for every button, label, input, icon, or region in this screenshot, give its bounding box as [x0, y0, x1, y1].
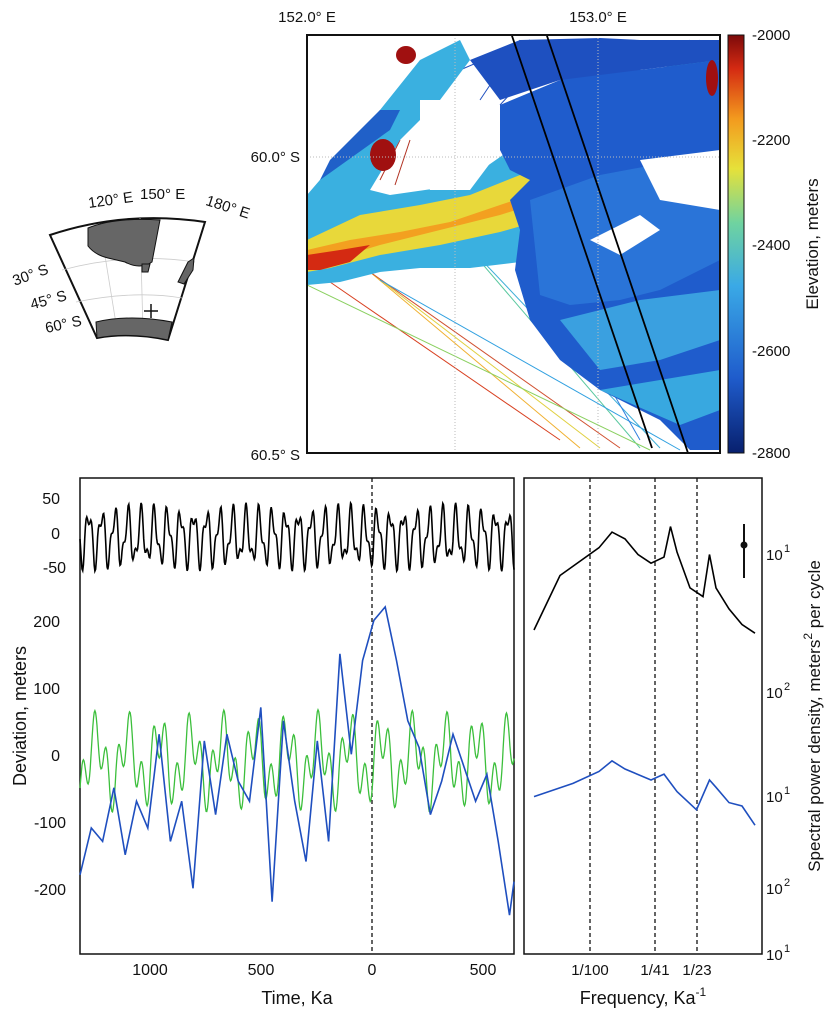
- spec-tick-base: 10: [766, 881, 783, 898]
- seamount-peak: [370, 139, 396, 171]
- colorbar-tick: -2000: [752, 27, 790, 44]
- spectrum-right-axis: 10 1 10 2 10 1 10 2 10 1: [766, 543, 790, 964]
- time-top-y-tick: 50: [42, 491, 60, 508]
- time-bottom-y-tick: -100: [34, 815, 66, 832]
- colorbar-tick: -2600: [752, 343, 790, 360]
- deviation-series-blue: [79, 605, 515, 916]
- lon-label-152: 152.0° E: [278, 9, 336, 26]
- time-panel-frame: [79, 477, 515, 955]
- colorbar: -2000 -2200 -2400 -2600 -2800 Elevation,…: [727, 27, 822, 462]
- time-x-label: Time, Ka: [261, 988, 333, 1008]
- spectrum-series: [533, 526, 756, 826]
- antarctica-landmass: [95, 317, 173, 341]
- spec-tick-exp: 1: [784, 943, 790, 955]
- time-bottom-y-tick: 200: [33, 614, 60, 631]
- inset-lat-label: 45° S: [29, 287, 69, 313]
- time-top-y-tick: 0: [51, 526, 60, 543]
- freq-x-label: Frequency, Ka-1: [580, 985, 707, 1008]
- spectrum-panel: 1/100 1/41 1/23 10 1 10 2 10 1 10 2 10 1…: [523, 477, 824, 1008]
- spectrum-series-blue: [533, 759, 756, 826]
- spectrum-y-label: Spectral power density, meters2 per cycl…: [801, 560, 824, 872]
- inset-lon-label: 180° E: [204, 192, 252, 222]
- track-line-2: [545, 35, 689, 453]
- spec-tick-base: 10: [766, 685, 783, 702]
- spec-tick-exp: 1: [784, 543, 790, 555]
- bathymetry-map: 152.0° E 153.0° E 60.0° S 60.5° S: [251, 9, 721, 464]
- site-marker-icon: [144, 304, 158, 318]
- colorbar-label: Elevation, meters: [803, 178, 822, 309]
- time-x-tick: 500: [470, 962, 497, 979]
- colorbar-tick: -2200: [752, 132, 790, 149]
- colorbar-gradient: [727, 34, 745, 454]
- lat-label-60-5: 60.5° S: [251, 447, 300, 464]
- spec-tick-base: 10: [766, 947, 783, 964]
- inset-lon-label: 150° E: [140, 186, 185, 203]
- time-top-y-tick: -50: [43, 560, 66, 577]
- inset-lon-label: 120° E: [87, 189, 134, 212]
- time-x-tick: 0: [368, 962, 377, 979]
- inset-map: 120° E 150° E 180° E 30° S 45° S 60° S: [10, 186, 252, 342]
- spec-tick-base: 10: [766, 789, 783, 806]
- inset-lat-label: 60° S: [44, 313, 84, 337]
- spec-tick-exp: 1: [784, 785, 790, 797]
- new-zealand-landmass: [177, 257, 195, 285]
- time-bottom-y-tick: 0: [51, 748, 60, 765]
- spectrum-panel-frame: [523, 477, 763, 955]
- lat-label-60-0: 60.0° S: [251, 149, 300, 166]
- freq-x-tick: 1/100: [571, 962, 609, 979]
- spec-tick-exp: 2: [784, 681, 790, 693]
- lon-label-153: 153.0° E: [569, 9, 627, 26]
- spectrum-series-black: [533, 526, 756, 634]
- time-x-tick: 500: [248, 962, 275, 979]
- survey-swath: [307, 38, 720, 450]
- time-y-label: Deviation, meters: [10, 646, 30, 786]
- time-top-series: [79, 500, 515, 575]
- deviation-series-top: [79, 500, 515, 575]
- time-x-tick: 1000: [132, 962, 168, 979]
- track-line-1: [510, 35, 653, 449]
- error-bar: [740, 524, 748, 578]
- inset-lat-label: 30° S: [10, 261, 50, 290]
- australia-landmass: [87, 218, 161, 267]
- tasmania-landmass: [141, 263, 151, 273]
- spec-tick-base: 10: [766, 547, 783, 564]
- colorbar-tick: -2800: [752, 445, 790, 462]
- colorbar-ticks: -2000 -2200 -2400 -2600 -2800: [752, 27, 790, 462]
- deviation-series-green: [79, 708, 515, 813]
- time-bottom-series: [79, 605, 515, 916]
- time-bottom-y-tick: -200: [34, 882, 66, 899]
- spec-tick-exp: 2: [784, 877, 790, 889]
- time-bottom-y-tick: 100: [33, 681, 60, 698]
- map-frame: [306, 34, 721, 454]
- time-series-panel: 50 0 -50 200 100 0 -100 -200 1000 500 0 …: [10, 477, 515, 1008]
- freq-x-tick: 1/23: [682, 962, 711, 979]
- colorbar-tick: -2400: [752, 237, 790, 254]
- freq-x-tick: 1/41: [640, 962, 669, 979]
